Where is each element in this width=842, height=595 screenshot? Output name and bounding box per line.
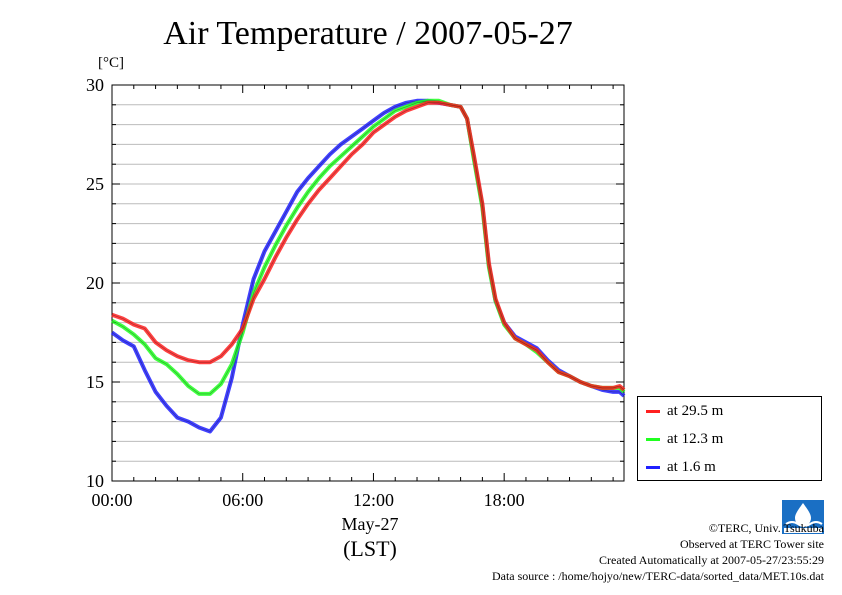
series-core-line: [111, 102, 625, 391]
created-text: Created Automatically at 2007-05-27/23:5…: [599, 553, 824, 567]
y-axis-unit-label: [°C]: [98, 55, 124, 71]
legend-label: at 1.6 m: [667, 458, 716, 475]
x-axis-date-label: May-27: [341, 514, 399, 534]
legend-label: at 29.5 m: [667, 402, 724, 419]
copyright-text: ©TERC, Univ. Tsukuba: [708, 521, 824, 535]
x-tick-label: 12:00: [353, 490, 394, 510]
legend-item-29-5m: at 29.5 m: [646, 401, 723, 421]
observed-text: Observed at TERC Tower site: [679, 537, 824, 551]
terc-logo-icon: [782, 500, 824, 534]
legend-swatch-red: [646, 409, 660, 413]
x-tick-label: 18:00: [484, 490, 525, 510]
credits-block: ©TERC, Univ. Tsukuba Observed at TERC To…: [492, 520, 824, 584]
y-tick-label: 20: [86, 273, 104, 293]
x-axis-timezone-label: (LST): [343, 536, 397, 561]
legend: at 29.5 m at 12.3 m at 1.6 m: [637, 396, 822, 481]
chart-title: Air Temperature / 2007-05-27: [163, 15, 573, 52]
legend-label: at 12.3 m: [667, 430, 724, 447]
y-tick-label: 30: [86, 75, 104, 95]
x-tick-label: 06:00: [222, 490, 263, 510]
source-text: Data source : /home/hojyo/new/TERC-data/…: [491, 569, 824, 583]
legend-swatch-blue: [646, 465, 660, 469]
y-tick-label: 15: [86, 372, 104, 392]
legend-swatch-green: [646, 437, 660, 441]
y-tick-label: 25: [86, 174, 104, 194]
x-tick-label: 00:00: [91, 490, 132, 510]
series-line-at-29-5-m: [111, 100, 626, 392]
legend-item-1-6m: at 1.6 m: [646, 457, 716, 477]
legend-item-12-3m: at 12.3 m: [646, 429, 723, 449]
y-tick-label: 10: [86, 471, 104, 491]
